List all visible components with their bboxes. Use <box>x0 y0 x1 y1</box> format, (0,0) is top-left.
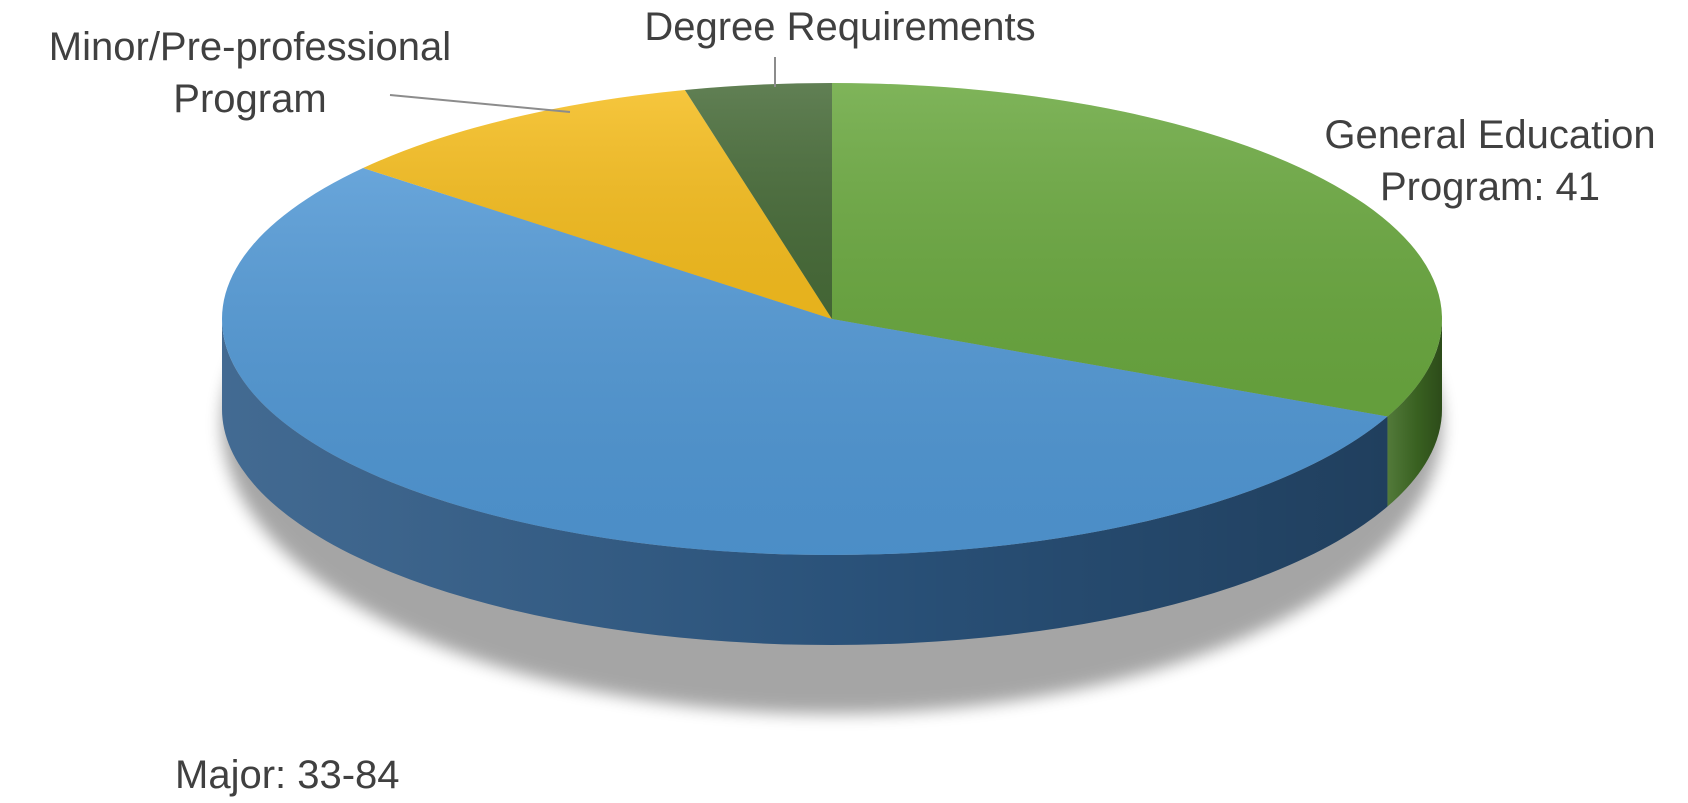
slice-label-line: Degree Requirements <box>644 5 1035 49</box>
slice-label-line: Major: 33-84 <box>175 753 400 797</box>
pie-side-shade-0 <box>1387 319 1442 507</box>
pie-slice-shade-3 <box>684 83 832 319</box>
pie-slice-shade-0 <box>832 83 1442 417</box>
pie-slice-shade-2 <box>363 89 832 320</box>
slice-label-line: Program <box>173 77 326 121</box>
pie-tops <box>222 83 1442 555</box>
pie-side-shade-1 <box>222 319 1388 645</box>
pie-slice-shade-1 <box>222 168 1388 555</box>
slice-label-1: Major: 33-84 <box>175 753 400 797</box>
slice-label-0: General Education Program: 41 <box>1324 113 1655 209</box>
slice-labels: General Education Program: 41 Major: 33-84… <box>49 5 1656 797</box>
leader-line-2 <box>389 94 571 113</box>
slice-label-line: Minor/Pre-professional <box>49 25 451 69</box>
slice-label-line: General Education <box>1324 113 1655 157</box>
slice-label-2: Minor/Pre-professional Program <box>49 25 451 121</box>
leader-lines <box>389 57 776 113</box>
slice-label-3: Degree Requirements <box>644 5 1035 49</box>
pie-sides <box>222 319 1442 645</box>
slice-label-line: Program: 41 <box>1380 165 1600 209</box>
